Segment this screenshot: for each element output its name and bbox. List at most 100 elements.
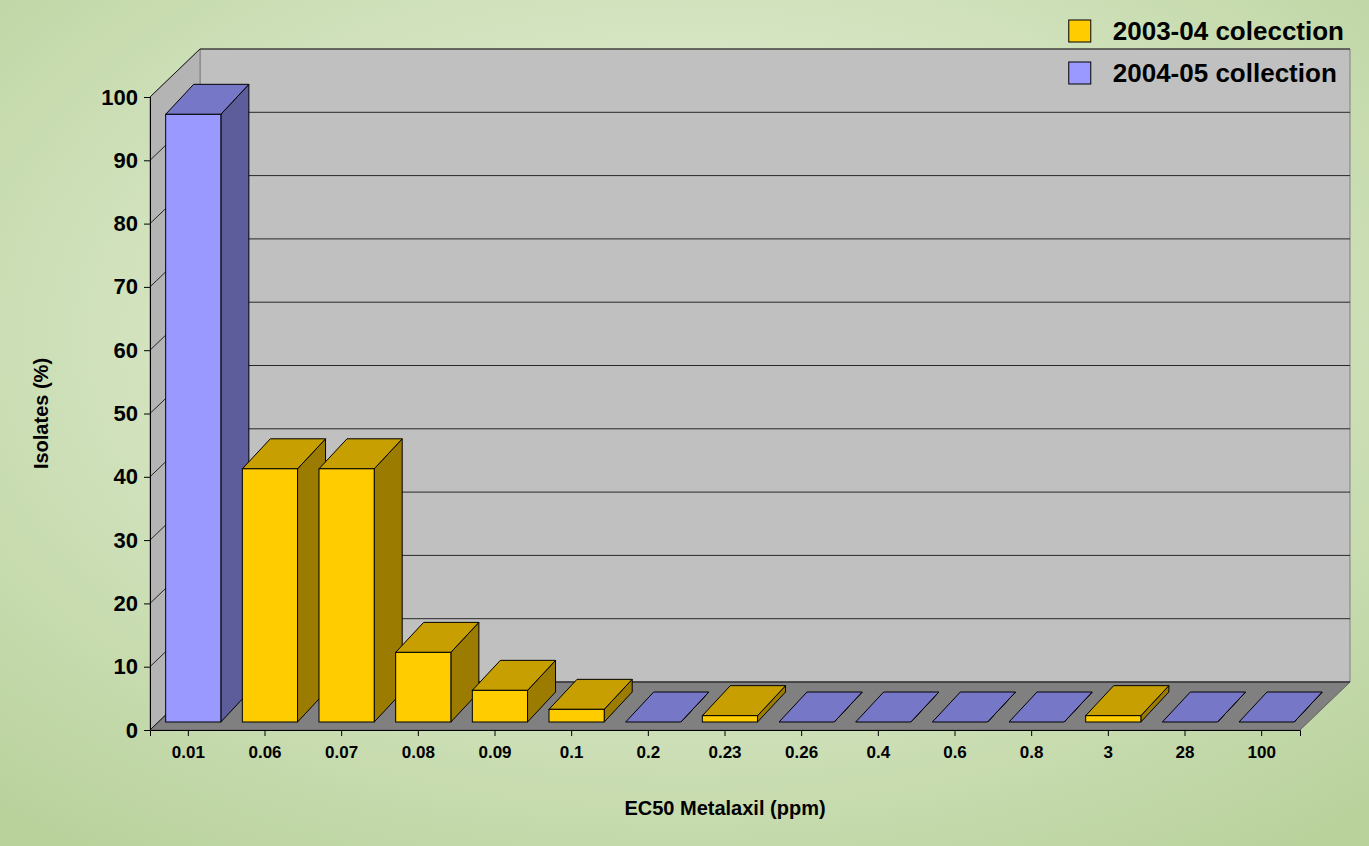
bar <box>779 692 862 722</box>
x-tick-mark <box>955 730 956 736</box>
x-tick: 0.2 <box>637 730 661 762</box>
x-tick-mark <box>801 730 802 736</box>
y-tick-label: 10 <box>114 654 138 679</box>
y-tick: 20 <box>114 591 150 616</box>
x-tick: 0.8 <box>1020 730 1044 762</box>
bar <box>396 622 479 722</box>
y-tick: 0 <box>126 718 150 743</box>
bar-front <box>702 716 757 722</box>
x-tick: 0.26 <box>785 730 818 762</box>
x-tick-label: 0.1 <box>560 743 584 762</box>
bar-front <box>472 690 527 722</box>
walls <box>150 49 1350 730</box>
x-tick-mark <box>571 730 572 736</box>
x-tick-mark <box>648 730 649 736</box>
y-tick-mark <box>144 160 150 161</box>
x-tick: 0.06 <box>248 730 281 762</box>
x-tick-label: 0.08 <box>402 743 435 762</box>
y-tick-label: 30 <box>114 528 138 553</box>
y-tick-mark <box>144 414 150 415</box>
x-tick-mark <box>188 730 189 736</box>
bar-front <box>1239 722 1294 723</box>
x-tick-mark <box>418 730 419 736</box>
x-tick-label: 0.09 <box>478 743 511 762</box>
legend-label: 2003-04 colecction <box>1113 16 1344 46</box>
x-tick: 0.4 <box>867 730 891 762</box>
y-tick-mark <box>144 540 150 541</box>
bar-front <box>1086 716 1141 722</box>
y-tick: 30 <box>114 528 150 553</box>
bar-top <box>932 692 1015 722</box>
bar <box>549 679 632 722</box>
x-tick-label: 0.01 <box>172 743 205 762</box>
x-tick-label: 0.2 <box>637 743 661 762</box>
y-tick: 50 <box>114 401 150 426</box>
y-tick-mark <box>144 730 150 731</box>
y-tick-mark <box>144 603 150 604</box>
bar-front <box>166 114 221 722</box>
x-tick-label: 100 <box>1247 743 1275 762</box>
bar <box>166 84 249 722</box>
legend: 2003-04 colecction 2004-05 collection <box>1069 16 1344 88</box>
grid-line <box>150 49 1350 97</box>
bar-top <box>1162 692 1245 722</box>
bar <box>702 686 785 722</box>
y-tick-label: 80 <box>114 211 138 236</box>
x-tick: 0.1 <box>560 730 584 762</box>
y-tick-label: 0 <box>126 718 138 743</box>
legend-item: 2004-05 collection <box>1069 58 1337 88</box>
bar <box>932 692 1015 722</box>
x-tick: 0.6 <box>943 730 967 762</box>
y-tick-label: 50 <box>114 401 138 426</box>
bar <box>1086 686 1169 722</box>
x-tick-label: 3 <box>1104 743 1113 762</box>
x-tick: 0.09 <box>478 730 511 762</box>
bar <box>1239 692 1322 722</box>
grid <box>150 49 1350 730</box>
x-axis: 0.010.060.070.080.090.10.20.230.260.40.6… <box>151 730 1301 762</box>
y-tick-label: 100 <box>101 85 138 110</box>
bar-top <box>1086 686 1169 716</box>
bar <box>319 439 402 722</box>
background <box>0 0 1369 846</box>
x-tick-mark <box>1261 730 1262 736</box>
bar-front <box>319 469 374 722</box>
y-tick-label: 90 <box>114 148 138 173</box>
y-tick: 100 <box>101 85 150 110</box>
grid-line <box>150 239 1350 287</box>
bar <box>1162 692 1245 722</box>
bars <box>166 84 1323 722</box>
y-tick-mark <box>144 667 150 668</box>
y-tick-label: 60 <box>114 338 138 363</box>
x-tick-mark <box>725 730 726 736</box>
x-tick-mark <box>1031 730 1032 736</box>
bar-top <box>626 692 709 722</box>
x-tick-mark <box>878 730 879 736</box>
bar-top <box>242 439 325 469</box>
chart: 01020304050607080901000.010.060.070.080.… <box>0 0 1369 846</box>
bar-front <box>396 652 451 722</box>
x-tick-label: 0.4 <box>867 743 891 762</box>
bar <box>1009 692 1092 722</box>
bar <box>856 692 939 722</box>
x-tick-mark <box>1108 730 1109 736</box>
x-tick-mark <box>495 730 496 736</box>
bar-top <box>549 679 632 709</box>
y-tick-label: 40 <box>114 464 138 489</box>
bar-top <box>472 660 555 690</box>
y-axis: 0102030405060708090100 <box>101 85 150 743</box>
x-tick: 0.08 <box>402 730 435 762</box>
x-tick: 28 <box>1176 730 1195 762</box>
bar-front <box>1162 722 1217 723</box>
y-tick: 10 <box>114 654 150 679</box>
bar-top <box>396 622 479 652</box>
y-tick: 40 <box>114 464 150 489</box>
y-tick: 60 <box>114 338 150 363</box>
grid-line <box>150 366 1350 414</box>
x-tick-mark <box>1185 730 1186 736</box>
y-tick-label: 20 <box>114 591 138 616</box>
bar-top <box>1239 692 1322 722</box>
x-tick-label: 0.8 <box>1020 743 1044 762</box>
bar-front <box>242 469 297 722</box>
bar-top <box>1009 692 1092 722</box>
